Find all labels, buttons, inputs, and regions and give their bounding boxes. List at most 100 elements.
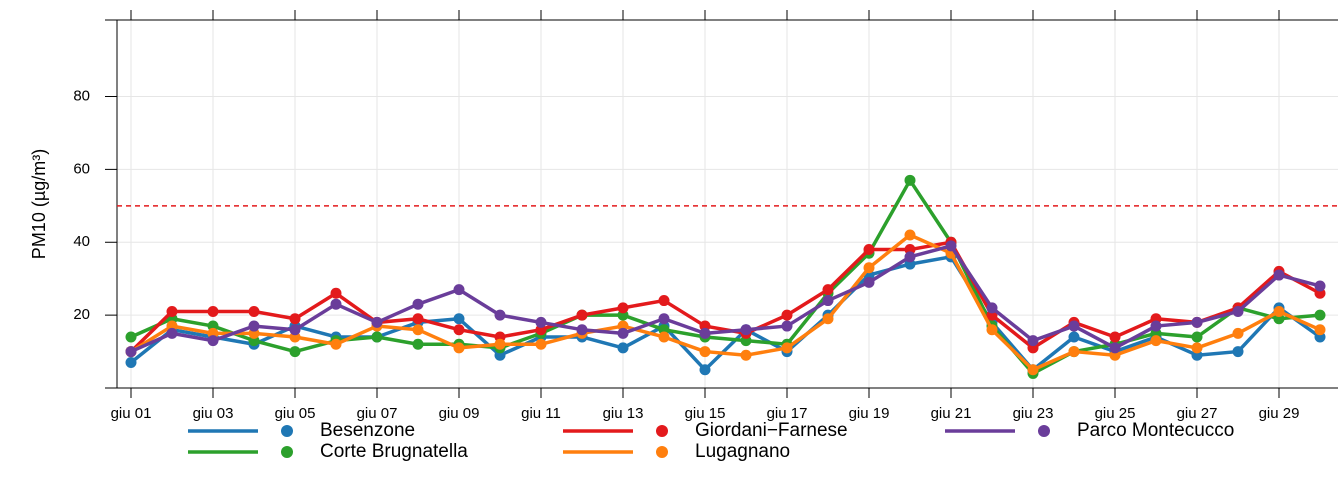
data-point — [453, 284, 465, 296]
x-tick-label: giu 15 — [685, 405, 726, 422]
data-point — [699, 327, 711, 339]
data-point — [535, 338, 547, 350]
data-point — [125, 331, 137, 343]
data-point — [699, 364, 711, 376]
data-point — [248, 320, 260, 332]
data-point — [289, 324, 301, 336]
data-point — [125, 346, 137, 358]
data-point — [576, 324, 588, 336]
x-tick-label: giu 13 — [603, 405, 644, 422]
data-point — [1150, 335, 1162, 347]
data-point — [412, 313, 424, 325]
x-tick-label: giu 25 — [1095, 405, 1136, 422]
x-tick-label: giu 03 — [193, 405, 234, 422]
data-point — [1068, 320, 1080, 332]
data-point — [330, 287, 342, 299]
data-point — [412, 298, 424, 310]
data-point — [207, 305, 219, 317]
y-tick-label: 20 — [73, 306, 90, 323]
data-point — [207, 335, 219, 347]
data-point — [699, 346, 711, 358]
x-tick-label: giu 09 — [439, 405, 480, 422]
data-point — [1027, 335, 1039, 347]
data-point — [1191, 331, 1203, 343]
legend-marker — [281, 446, 293, 458]
legend-label: Parco Montecucco — [1077, 420, 1234, 441]
data-point — [1273, 305, 1285, 317]
data-point — [658, 331, 670, 343]
data-point — [453, 342, 465, 354]
data-point — [412, 324, 424, 336]
data-point — [863, 244, 875, 256]
data-point — [576, 309, 588, 321]
data-point — [166, 327, 178, 339]
y-tick-label: 60 — [73, 160, 90, 177]
data-point — [1314, 280, 1326, 292]
data-point — [1068, 331, 1080, 343]
data-point — [1191, 316, 1203, 328]
data-point — [822, 284, 834, 296]
data-point — [1232, 327, 1244, 339]
data-point — [1191, 342, 1203, 354]
series-line — [129, 240, 1321, 353]
data-point — [781, 320, 793, 332]
x-tick-label: giu 21 — [931, 405, 972, 422]
x-tick-label: giu 19 — [849, 405, 890, 422]
data-point — [1273, 269, 1285, 281]
data-point — [453, 324, 465, 336]
data-point — [781, 342, 793, 354]
x-tick-label: giu 29 — [1259, 405, 1300, 422]
data-point — [289, 313, 301, 325]
x-tick-label: giu 05 — [275, 405, 316, 422]
x-tick-label: giu 07 — [357, 405, 398, 422]
legend-marker — [656, 446, 668, 458]
data-point — [1109, 331, 1121, 343]
data-point — [330, 338, 342, 350]
data-point — [945, 240, 957, 252]
data-point — [1314, 309, 1326, 321]
legend-label: Corte Brugnatella — [320, 441, 468, 462]
data-point — [289, 346, 301, 358]
data-point — [1027, 364, 1039, 376]
data-point — [822, 313, 834, 325]
series-line — [130, 244, 1321, 354]
legend-label: Giordani−Farnese — [695, 420, 848, 441]
x-tick-label: giu 17 — [767, 405, 808, 422]
data-point — [658, 295, 670, 307]
data-point — [494, 338, 506, 350]
legend-marker — [656, 425, 668, 437]
y-tick-label: 80 — [73, 87, 90, 104]
data-point — [125, 356, 137, 368]
data-point — [412, 338, 424, 350]
legend-marker — [1038, 425, 1050, 437]
data-point — [1314, 324, 1326, 336]
data-point — [1232, 346, 1244, 358]
data-point — [371, 331, 383, 343]
data-point — [535, 316, 547, 328]
data-point — [986, 324, 998, 336]
y-axis-label: PM10 (µg/m³) — [29, 149, 49, 259]
data-point — [248, 305, 260, 317]
data-point — [1232, 305, 1244, 317]
data-point — [617, 302, 629, 314]
data-point — [904, 174, 916, 186]
data-point — [371, 316, 383, 328]
series-line — [130, 233, 1321, 372]
x-tick-label: giu 23 — [1013, 405, 1054, 422]
data-point — [658, 313, 670, 325]
data-point — [863, 276, 875, 288]
data-point — [1150, 320, 1162, 332]
data-point — [1109, 342, 1121, 354]
data-point — [740, 349, 752, 361]
data-point — [494, 309, 506, 321]
data-point — [863, 262, 875, 274]
data-point — [453, 313, 465, 325]
x-tick-label: giu 11 — [521, 405, 561, 422]
data-point — [1068, 346, 1080, 358]
data-point — [781, 309, 793, 321]
data-point — [330, 298, 342, 310]
x-tick-label: giu 27 — [1177, 405, 1218, 422]
data-point — [617, 327, 629, 339]
